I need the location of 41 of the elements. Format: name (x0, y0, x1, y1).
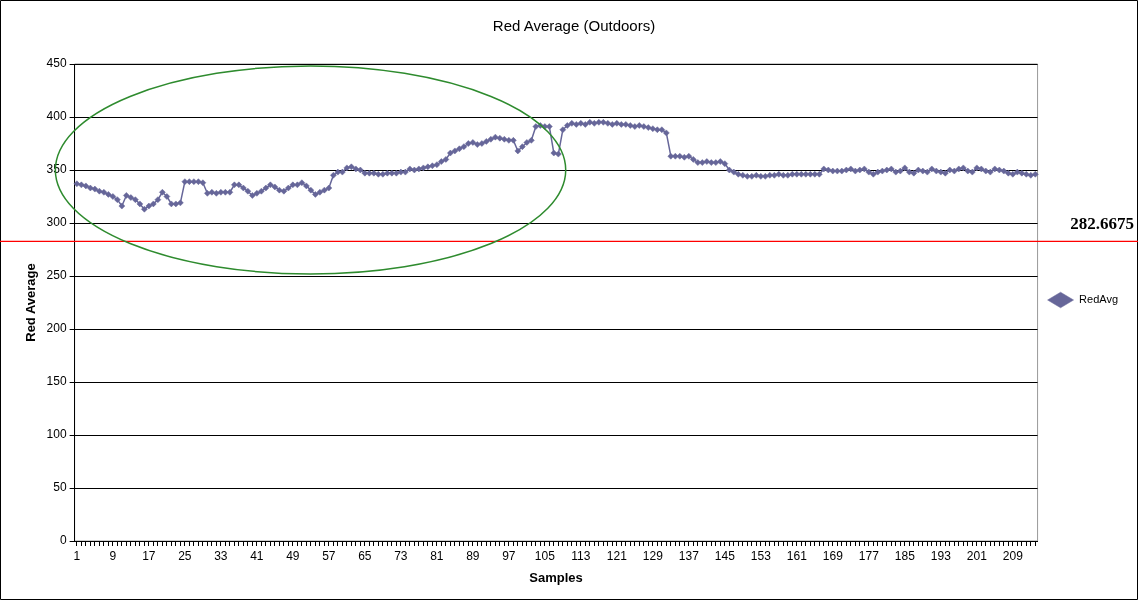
legend-label: RedAvg (1079, 293, 1118, 306)
y-tick-label: 0 (59, 533, 67, 548)
ref-line-label: 282.6675 (1070, 214, 1134, 234)
x-tick-label: 193 (930, 548, 952, 563)
y-tick-label: 400 (46, 109, 67, 124)
x-tick-label: 25 (178, 548, 192, 563)
x-tick-label: 57 (322, 548, 336, 563)
x-tick-label: 177 (858, 548, 880, 563)
y-tick-label: 200 (46, 321, 67, 336)
x-tick-label: 169 (822, 548, 844, 563)
x-tick-label: 1 (73, 548, 81, 563)
x-tick-label: 81 (430, 548, 444, 563)
y-tick-label: 300 (46, 215, 67, 230)
y-axis-title: Red Average (23, 263, 39, 342)
x-tick-label: 129 (642, 548, 664, 563)
y-tick-label: 250 (46, 268, 67, 283)
x-tick-label: 209 (1002, 548, 1024, 563)
x-tick-label: 137 (678, 548, 700, 563)
x-tick-label: 113 (571, 548, 591, 563)
x-tick-label: 33 (214, 548, 228, 563)
y-tick-label: 50 (53, 480, 67, 495)
x-tick-label: 201 (966, 548, 988, 563)
x-tick-label: 73 (394, 548, 408, 563)
y-tick-label: 450 (46, 56, 67, 71)
y-tick-label: 100 (46, 427, 67, 442)
x-tick-label: 161 (786, 548, 808, 563)
x-tick-label: 185 (894, 548, 916, 563)
x-tick-label: 89 (466, 548, 480, 563)
x-tick-label: 105 (534, 548, 556, 563)
x-axis-title: Samples (529, 569, 583, 585)
x-tick-label: 145 (714, 548, 736, 563)
x-tick-label: 41 (250, 548, 264, 563)
x-tick-label: 49 (286, 548, 300, 563)
x-tick-label: 65 (358, 548, 372, 563)
y-tick-label: 150 (46, 374, 67, 389)
chart-title: Red Average (Outdoors) (492, 17, 656, 35)
x-tick-label: 153 (750, 548, 772, 563)
x-tick-label: 121 (606, 548, 628, 563)
x-tick-label: 9 (109, 548, 117, 563)
x-tick-label: 97 (502, 548, 516, 563)
x-tick-label: 17 (142, 548, 156, 563)
